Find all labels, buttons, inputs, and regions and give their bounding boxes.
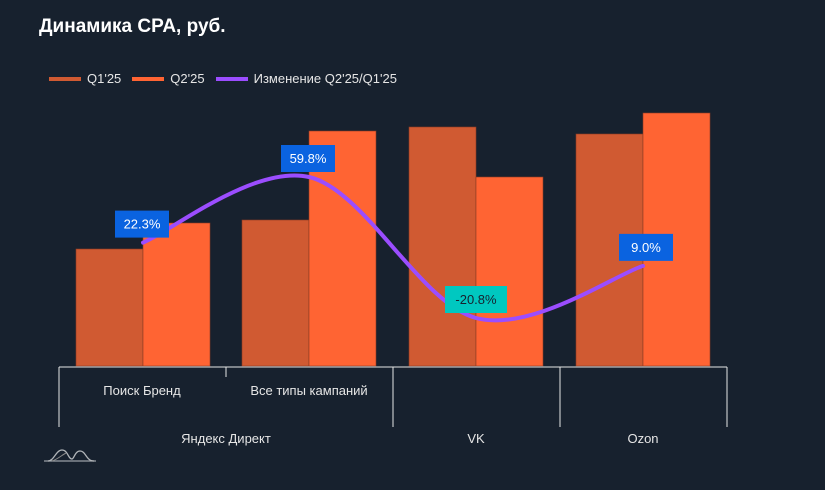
legend-swatch-change <box>215 76 248 81</box>
data-label-1: 59.8% <box>290 151 327 166</box>
data-label-box-0 <box>115 210 169 238</box>
data-label-box-1 <box>281 145 335 172</box>
data-label-2: -20.8% <box>455 292 497 307</box>
group-label-yandex: Яндекс Директ <box>181 431 271 446</box>
category-label-vse-tipy: Все типы кампаний <box>250 383 368 398</box>
data-label-0: 22.3% <box>124 217 161 232</box>
category-label-poisk-brend: Поиск Бренд <box>103 383 181 398</box>
legend: Q1'25 Q2'25 Изменение Q2'25/Q1'25 <box>49 71 408 86</box>
legend-swatch-q2 <box>132 76 165 81</box>
bar-q2-2 <box>475 176 544 367</box>
data-label-3: 9.0% <box>631 240 661 255</box>
legend-item-q2[interactable]: Q2'25 <box>132 71 205 86</box>
chart-title: Динамика CPA, руб. <box>39 16 226 37</box>
legend-label-q2: Q2'25 <box>170 71 205 86</box>
legend-label-change: Изменение Q2'25/Q1'25 <box>253 71 397 86</box>
legend-item-q1[interactable]: Q1'25 <box>49 71 121 86</box>
group-label-ozon: Ozon <box>627 431 659 446</box>
logo-icon <box>44 445 96 470</box>
bar-q1-1 <box>241 219 310 367</box>
legend-item-change[interactable]: Изменение Q2'25/Q1'25 <box>215 71 397 86</box>
data-label-box-2 <box>445 286 507 313</box>
data-label-box-3 <box>619 233 673 261</box>
bar-q1-0 <box>75 248 144 367</box>
bar-q1-2 <box>408 126 477 367</box>
legend-label-q1: Q1'25 <box>87 71 122 86</box>
legend-swatch-q1 <box>49 76 81 81</box>
change-line <box>141 173 645 323</box>
group-label-vk: VK <box>467 431 485 446</box>
bar-q2-0 <box>142 222 211 367</box>
